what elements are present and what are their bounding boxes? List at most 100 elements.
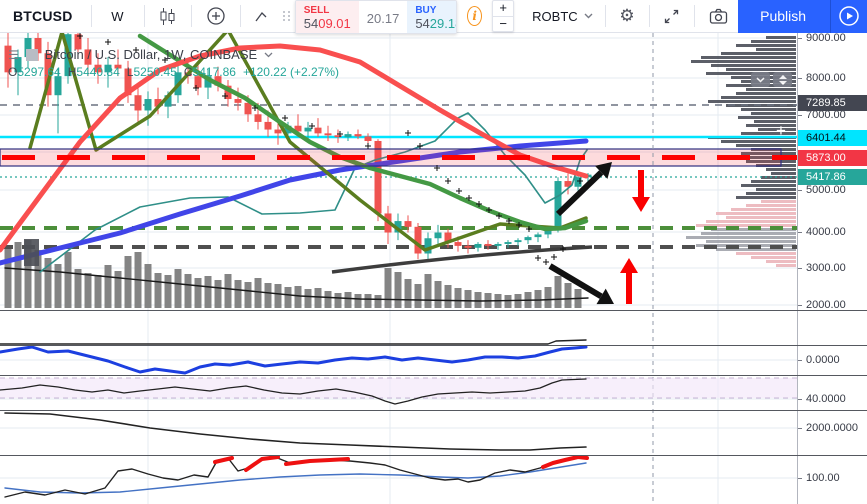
pane-separator[interactable] xyxy=(0,310,867,311)
legend-menu-icon[interactable]: ☰ xyxy=(8,47,19,62)
pane-separator[interactable] xyxy=(0,410,867,411)
price-chart-canvas[interactable] xyxy=(0,33,797,504)
volume-bar xyxy=(534,290,542,308)
pane-separator[interactable] xyxy=(0,375,867,376)
rsi-band xyxy=(0,378,797,398)
scale-collapse-button[interactable] xyxy=(751,72,770,87)
price-badge: 7289.85 xyxy=(798,95,867,111)
candle-body xyxy=(254,114,262,122)
pane-separator[interactable] xyxy=(0,345,867,346)
buy-button[interactable]: BUY 5429.18 xyxy=(407,1,457,33)
line-tool-button[interactable] xyxy=(245,0,281,33)
volume-profile-bar xyxy=(721,96,796,99)
sell-price: 5409.01 xyxy=(303,16,351,31)
candle-body xyxy=(74,34,82,50)
publish-button[interactable]: Publish xyxy=(760,8,807,24)
volume-bar xyxy=(414,284,422,308)
publish-play-button[interactable] xyxy=(831,0,867,33)
candle-body xyxy=(334,135,342,138)
chart-area[interactable]: ☰ Bitcoin / U.S. Dollar, 1W, COINBASE O 5… xyxy=(0,32,867,504)
candle-body xyxy=(374,140,382,214)
chart-style-button[interactable] xyxy=(148,0,187,33)
zoom-in-button[interactable]: + xyxy=(499,0,507,15)
volume-profile-bar xyxy=(706,220,796,223)
candle-body xyxy=(324,133,332,136)
candle-body xyxy=(344,134,352,138)
volume-bar xyxy=(184,274,192,308)
volume-profile-bar xyxy=(696,224,796,227)
candle-body xyxy=(534,234,542,238)
candle-body xyxy=(314,127,322,134)
gray-box-annotation xyxy=(24,239,39,266)
snapshot-button[interactable] xyxy=(699,0,738,33)
volume-profile-bar xyxy=(736,144,796,147)
info-icon[interactable]: i xyxy=(467,6,483,26)
volume-bar xyxy=(164,275,172,308)
sell-button[interactable]: SELL 5409.01 xyxy=(295,1,359,33)
chart-title[interactable]: Bitcoin / U.S. Dollar, 1W, COINBASE xyxy=(44,47,258,62)
candle-body xyxy=(434,232,442,239)
compare-add-button[interactable] xyxy=(196,0,236,33)
interval-button[interactable]: W xyxy=(111,8,124,24)
volume-profile-bar xyxy=(726,68,796,71)
volume-profile-bar xyxy=(736,252,796,255)
candle-body xyxy=(124,68,132,96)
fullscreen-button[interactable] xyxy=(653,0,690,33)
settings-button[interactable]: ⚙ xyxy=(609,0,644,33)
candle-body xyxy=(364,136,372,141)
volume-bar xyxy=(464,290,472,308)
symbol-button[interactable]: BTCUSD xyxy=(13,8,73,24)
volume-bar xyxy=(264,283,272,308)
candle-body xyxy=(154,99,162,107)
high-value: 5440.84 xyxy=(76,65,120,79)
volume-profile-bar xyxy=(716,248,796,251)
price-badge: 6401.44 xyxy=(798,130,867,146)
candle-body xyxy=(144,99,152,111)
volume-bar xyxy=(374,295,382,308)
volume-bar xyxy=(244,282,252,308)
candle-body xyxy=(294,125,302,132)
candle-body xyxy=(524,237,532,241)
candle-body xyxy=(494,243,502,246)
volume-bar xyxy=(194,278,202,308)
axis-label: 100.00 xyxy=(806,472,840,484)
price-axis[interactable]: 9000.00 8000.00 7000.00 5000.00 4000.00 3000.… xyxy=(797,32,867,504)
compare-symbol-dropdown[interactable]: ROBTC xyxy=(524,9,601,24)
drag-handle[interactable] xyxy=(282,11,291,21)
candle-body xyxy=(4,45,12,73)
volume-profile-bar xyxy=(686,236,796,239)
toolbar-divider xyxy=(648,5,650,27)
add-alert-plus-icon[interactable]: + xyxy=(776,121,786,140)
candle-body xyxy=(94,64,102,73)
candle-body xyxy=(24,38,32,58)
volume-bar xyxy=(364,294,372,308)
candle-body xyxy=(114,64,122,69)
volume-profile-bar xyxy=(731,156,796,159)
volume-profile-bar xyxy=(701,232,796,235)
candle-body xyxy=(394,221,402,233)
volume-bar xyxy=(104,265,112,308)
scale-auto-button[interactable] xyxy=(773,72,792,87)
volume-bar xyxy=(94,275,102,308)
axis-label: 3000.00 xyxy=(806,262,846,274)
candle-body xyxy=(224,85,232,100)
volume-profile-bar xyxy=(756,48,796,51)
toolbar-divider xyxy=(143,5,145,27)
volume-profile-bar xyxy=(758,128,796,131)
candle-body xyxy=(204,76,212,88)
volume-profile-bar xyxy=(706,240,796,243)
open-label: O xyxy=(8,65,18,79)
candle-body xyxy=(354,134,362,137)
pane-separator[interactable] xyxy=(0,455,867,456)
volume-profile-bar xyxy=(691,60,796,63)
zoom-out-button[interactable]: − xyxy=(493,16,514,31)
volume-profile-bar xyxy=(741,132,796,135)
price-badge: 5873.00 xyxy=(798,150,867,166)
symbol-source-icon xyxy=(25,48,38,61)
candle-body xyxy=(54,76,62,96)
candlestick-icon xyxy=(160,7,175,25)
axis-label: 2000.0000 xyxy=(806,422,858,434)
zoom-controls: + − xyxy=(492,0,515,32)
toolbar-divider xyxy=(191,5,193,27)
